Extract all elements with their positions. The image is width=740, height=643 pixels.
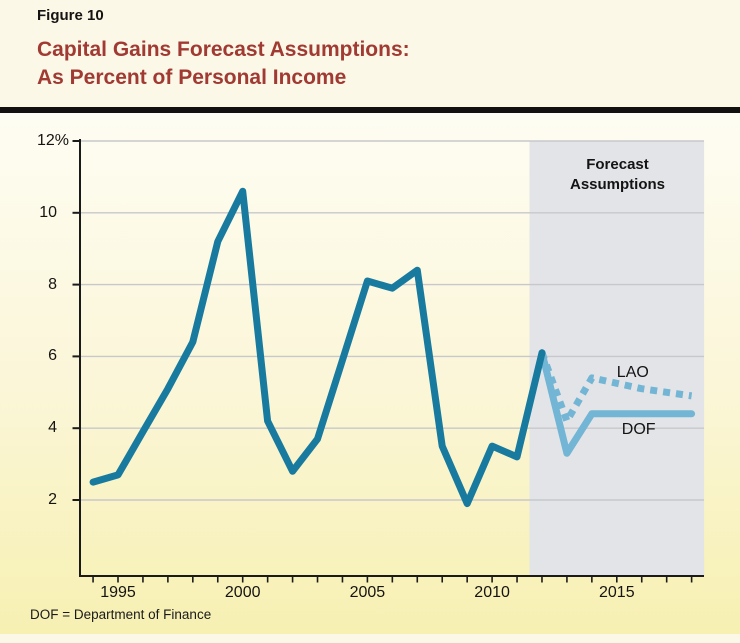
x-tick-label: 2015 <box>599 584 635 601</box>
y-tick-label: 6 <box>48 347 57 365</box>
series-line-historical <box>89 187 546 508</box>
y-tick-label: 10 <box>39 203 57 221</box>
series-label-dof: DOF <box>621 420 656 438</box>
x-tick-label: 2010 <box>474 584 510 601</box>
series-line-dof <box>538 349 696 457</box>
y-tick-label: 2 <box>48 491 57 508</box>
title-line-2: As Percent of Personal Income <box>37 66 347 89</box>
forecast-label-line-1: Forecast <box>586 156 649 173</box>
y-tick-label: 8 <box>48 275 57 293</box>
y-tick-label: 4 <box>48 419 57 437</box>
forecast-region <box>529 141 705 576</box>
x-tick-label: 1995 <box>100 584 136 601</box>
title-line-1: Capital Gains Forecast Assumptions: <box>37 38 410 61</box>
x-tick-label: 2000 <box>224 584 261 601</box>
footnote: DOF = Department of Finance <box>30 607 212 622</box>
series-label-lao: LAO <box>616 363 649 381</box>
figure-number: Figure 10 <box>37 7 104 24</box>
divider-bar <box>0 107 740 113</box>
x-tick-label: 2005 <box>349 584 386 601</box>
forecast-label-line-2: Assumptions <box>569 176 665 193</box>
y-tick-label: 12% <box>36 132 69 149</box>
page-title: Capital Gains Forecast Assumptions: As P… <box>37 36 410 92</box>
series-line-lao <box>538 351 693 425</box>
forecast-region-label: Forecast Assumptions <box>531 155 704 195</box>
